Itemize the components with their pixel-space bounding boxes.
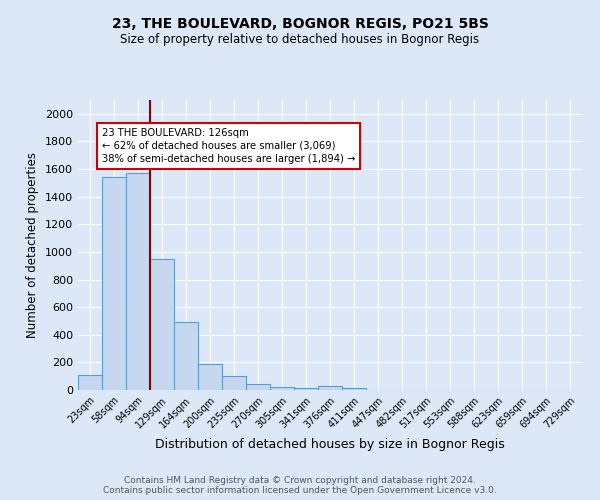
Bar: [342, 388, 366, 390]
Text: 23, THE BOULEVARD, BOGNOR REGIS, PO21 5BS: 23, THE BOULEVARD, BOGNOR REGIS, PO21 5B…: [112, 18, 488, 32]
Bar: [174, 322, 198, 390]
X-axis label: Distribution of detached houses by size in Bognor Regis: Distribution of detached houses by size …: [155, 438, 505, 451]
Bar: [246, 384, 270, 390]
Text: 23 THE BOULEVARD: 126sqm
← 62% of detached houses are smaller (3,069)
38% of sem: 23 THE BOULEVARD: 126sqm ← 62% of detach…: [102, 128, 355, 164]
Bar: [198, 364, 222, 390]
Bar: [270, 386, 294, 390]
Y-axis label: Number of detached properties: Number of detached properties: [26, 152, 40, 338]
Text: Size of property relative to detached houses in Bognor Regis: Size of property relative to detached ho…: [121, 32, 479, 46]
Bar: [102, 178, 126, 390]
Bar: [126, 173, 150, 390]
Bar: [294, 388, 318, 390]
Bar: [150, 259, 174, 390]
Bar: [78, 375, 102, 390]
Text: Contains HM Land Registry data © Crown copyright and database right 2024.
Contai: Contains HM Land Registry data © Crown c…: [103, 476, 497, 495]
Bar: [318, 386, 342, 390]
Bar: [222, 376, 246, 390]
